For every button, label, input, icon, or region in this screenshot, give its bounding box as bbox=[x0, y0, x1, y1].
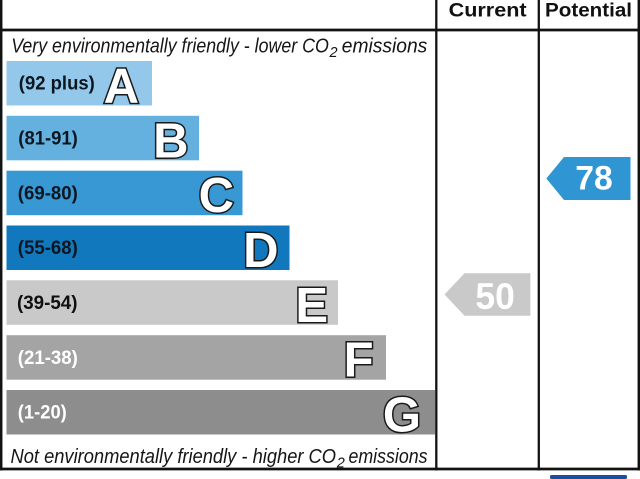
svg-text:(1-20): (1-20) bbox=[18, 402, 67, 424]
svg-text:A: A bbox=[104, 60, 139, 114]
svg-text:C: C bbox=[199, 169, 234, 223]
svg-text:(81-91): (81-91) bbox=[18, 127, 78, 149]
svg-text:Not environmentally friendly -: Not environmentally friendly - higher CO bbox=[11, 446, 337, 468]
svg-text:(21-38): (21-38) bbox=[18, 347, 78, 369]
svg-text:B: B bbox=[153, 114, 188, 168]
svg-text:2: 2 bbox=[329, 45, 338, 61]
svg-text:D: D bbox=[243, 224, 278, 278]
svg-text:emissions: emissions bbox=[349, 446, 428, 468]
svg-text:(69-80): (69-80) bbox=[18, 182, 78, 204]
svg-text:F: F bbox=[344, 334, 374, 388]
svg-text:2: 2 bbox=[336, 456, 345, 472]
svg-text:50: 50 bbox=[475, 275, 515, 317]
svg-text:Very environmentally friendly: Very environmentally friendly - lower CO bbox=[11, 36, 329, 58]
svg-text:Current: Current bbox=[449, 0, 528, 21]
svg-text:(92 plus): (92 plus) bbox=[19, 73, 95, 95]
svg-text:E: E bbox=[295, 279, 328, 333]
svg-text:emissions: emissions bbox=[342, 36, 428, 58]
svg-text:G: G bbox=[383, 389, 421, 443]
svg-text:78: 78 bbox=[575, 159, 613, 197]
svg-text:(39-54): (39-54) bbox=[17, 292, 78, 314]
svg-text:Potential: Potential bbox=[545, 0, 632, 21]
svg-text:(55-68): (55-68) bbox=[18, 237, 78, 259]
